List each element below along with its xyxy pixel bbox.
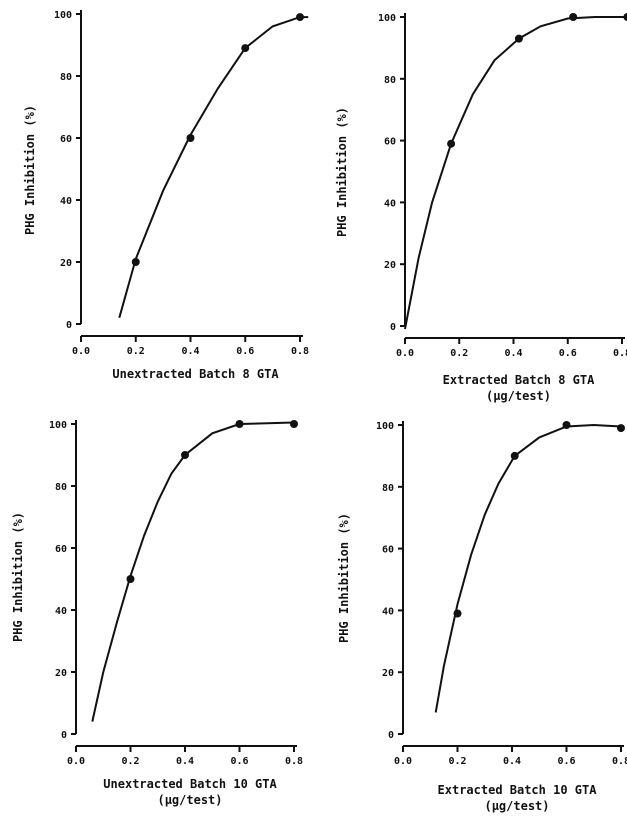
panel-extracted-batch-8: 0 20 40 60 80 100 0.0 0.2 0.4 0.6 0.8 PHG Inhibitio… xyxy=(335,13,627,403)
data-point xyxy=(186,134,195,142)
x-tick-label: 0.0 xyxy=(396,348,414,359)
panel-unextracted-batch-10: 0 20 40 60 80 100 0.0 0.2 0.4 0.6 0.8 PHG Inhibitio… xyxy=(11,420,303,807)
x-tick-label: 0.2 xyxy=(450,348,468,359)
y-tick-label: 20 xyxy=(55,668,67,679)
y-tick-label: 0 xyxy=(388,730,394,741)
y-tick-label: 40 xyxy=(384,198,396,209)
x-tick-label: 0.2 xyxy=(448,756,466,767)
data-point xyxy=(453,609,462,618)
data-point xyxy=(235,420,244,428)
y-axis-title: PHG Inhibition (%) xyxy=(335,107,349,237)
x-tick-label: 0.8 xyxy=(613,348,627,359)
x-axis-title: Unextracted Batch 8 GTA xyxy=(112,367,279,381)
y-axis-title: PHG Inhibition (%) xyxy=(337,513,351,643)
y-tick-label: 0 xyxy=(390,322,396,333)
y-axis-title: PHG Inhibition (%) xyxy=(11,512,25,642)
x-tick-label: 0.0 xyxy=(394,756,412,767)
data-point xyxy=(296,13,304,22)
x-axis-title: Extracted Batch 10 GTA xyxy=(438,783,598,797)
x-tick-label: 0.6 xyxy=(557,756,575,767)
fit-curve xyxy=(118,16,309,319)
y-tick-label: 60 xyxy=(382,545,394,556)
y-tick-label: 0 xyxy=(61,730,67,741)
y-tick-label: 60 xyxy=(55,544,67,555)
y-axis-title: PHG Inhibition (%) xyxy=(23,105,37,235)
data-point xyxy=(181,451,189,459)
x-tick-label: 0.4 xyxy=(181,346,199,357)
data-point xyxy=(569,13,578,21)
y-tick-label: 60 xyxy=(60,134,72,145)
x-tick-label: 0.4 xyxy=(504,348,522,359)
x-axis-title: (μg/test) xyxy=(486,389,551,403)
data-point xyxy=(131,258,140,266)
data-point xyxy=(623,13,627,21)
x-tick-label: 0.4 xyxy=(176,756,194,767)
y-tick-label: 80 xyxy=(384,75,396,86)
y-tick-label: 100 xyxy=(376,421,394,432)
x-tick-label: 0.0 xyxy=(72,346,90,357)
data-point xyxy=(241,44,250,53)
x-axis-title: (μg/test) xyxy=(157,793,222,807)
x-tick-label: 0.6 xyxy=(230,756,248,767)
fit-curve xyxy=(434,423,622,713)
y-tick-label: 100 xyxy=(378,13,396,24)
y-tick-label: 40 xyxy=(60,196,72,207)
panel-unextracted-batch-8: 0 20 40 60 80 100 0.0 0.2 0.4 0.6 0.8 PHG Inhibitio… xyxy=(23,10,309,381)
x-axis-title: Extracted Batch 8 GTA xyxy=(443,373,595,387)
x-tick-label: 0.4 xyxy=(503,756,521,767)
y-tick-label: 80 xyxy=(55,482,67,493)
y-tick-label: 20 xyxy=(382,668,394,679)
y-tick-label: 40 xyxy=(55,606,67,617)
y-tick-label: 20 xyxy=(384,260,396,271)
panel-extracted-batch-10: 0 20 40 60 80 100 0.0 0.2 0.4 0.6 0.8 PHG Inhibitio… xyxy=(337,421,627,813)
data-point xyxy=(126,575,135,583)
x-tick-label: 0.2 xyxy=(121,756,139,767)
y-tick-label: 80 xyxy=(60,72,72,83)
y-tick-label: 100 xyxy=(54,10,72,21)
x-tick-label: 0.6 xyxy=(559,348,577,359)
x-axis-title: Unextracted Batch 10 GTA xyxy=(103,777,277,791)
x-axis-title: (μg/test) xyxy=(484,799,549,813)
x-tick-label: 0.8 xyxy=(612,756,627,767)
data-point xyxy=(447,139,456,148)
data-point xyxy=(617,424,625,433)
y-tick-label: 40 xyxy=(382,606,394,617)
x-tick-label: 0.0 xyxy=(67,756,85,767)
fit-curve xyxy=(91,421,295,722)
data-point xyxy=(514,34,523,43)
data-point xyxy=(290,420,298,428)
y-tick-label: 100 xyxy=(49,420,67,431)
data-point xyxy=(562,421,571,429)
y-tick-label: 80 xyxy=(382,483,394,494)
y-tick-label: 60 xyxy=(384,137,396,148)
x-tick-label: 0.8 xyxy=(285,756,303,767)
x-tick-label: 0.2 xyxy=(127,346,145,357)
x-tick-label: 0.8 xyxy=(291,346,309,357)
y-tick-label: 0 xyxy=(66,320,72,331)
fit-curve xyxy=(404,16,627,330)
x-tick-label: 0.6 xyxy=(236,346,254,357)
y-tick-label: 20 xyxy=(60,258,72,269)
data-point xyxy=(510,451,519,460)
